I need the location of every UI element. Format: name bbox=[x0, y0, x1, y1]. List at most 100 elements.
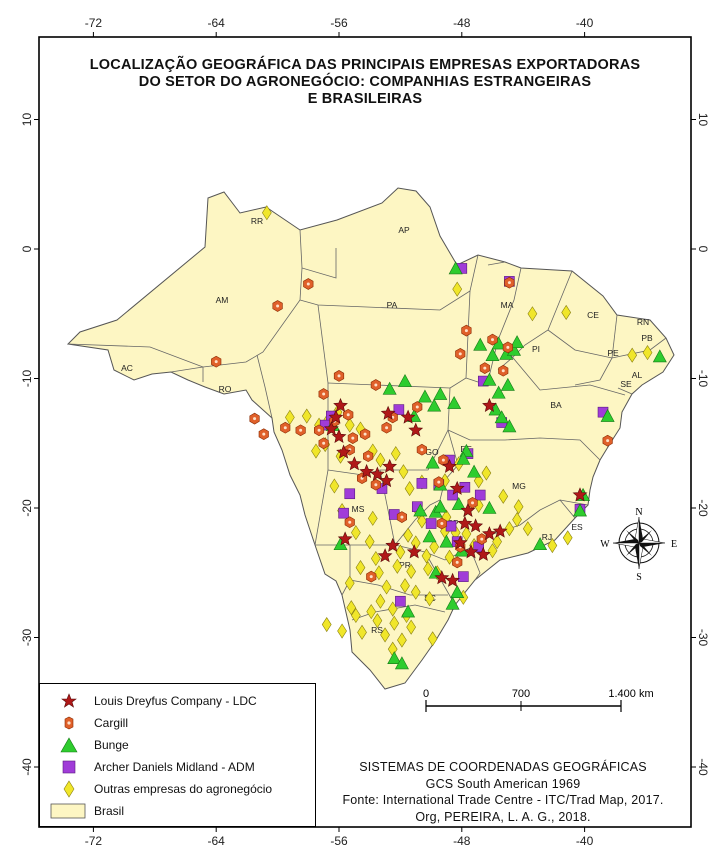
marker-other bbox=[372, 613, 383, 629]
marker-bunge bbox=[394, 656, 409, 670]
latitude-tick-label-left: -10 bbox=[20, 370, 34, 388]
marker-other bbox=[492, 534, 502, 550]
marker-adm bbox=[338, 507, 349, 519]
marker-ldc bbox=[333, 397, 348, 413]
marker-ldc bbox=[377, 548, 393, 563]
marker-cargill-center bbox=[276, 304, 280, 308]
scale-end-label: 1.400 km bbox=[608, 688, 653, 700]
marker-bunge bbox=[387, 651, 402, 665]
marker-bunge bbox=[427, 398, 442, 412]
marker-other bbox=[561, 304, 572, 321]
longitude-tick-label-top: -56 bbox=[330, 16, 348, 30]
marker-ldc bbox=[460, 502, 476, 517]
marker-other bbox=[375, 452, 386, 468]
marker-other bbox=[403, 527, 413, 543]
marker-other bbox=[424, 591, 435, 607]
credits: SISTEMAS DE COORDENADAS GEOGRÁFICAS GCS … bbox=[316, 759, 690, 825]
latitude-tick-label-right: 10 bbox=[696, 113, 710, 127]
marker-cargill-center bbox=[262, 432, 266, 436]
marker-cargill-center bbox=[337, 374, 341, 378]
longitude-tick-label-bottom: -64 bbox=[208, 834, 226, 848]
marker-other bbox=[398, 464, 409, 480]
state-label-rn: RN bbox=[637, 317, 649, 327]
map-title: LOCALIZAÇÃO GEOGRÁFICA DAS PRINCIPAIS EM… bbox=[45, 57, 685, 108]
state-label-rr: RR bbox=[251, 216, 263, 226]
legend-item-bunge: Bunge bbox=[40, 736, 315, 754]
marker-other bbox=[387, 601, 398, 617]
marker-other bbox=[452, 281, 463, 297]
marker-adm bbox=[344, 488, 356, 500]
marker-other bbox=[504, 521, 515, 537]
marker-ldc bbox=[408, 422, 424, 437]
marker-bunge bbox=[398, 373, 413, 387]
marker-ldc bbox=[380, 405, 396, 420]
marker-adm bbox=[447, 489, 458, 501]
marker-cargill-center bbox=[501, 369, 505, 373]
hexagon-icon bbox=[64, 716, 74, 730]
latitude-tick-label-left: -20 bbox=[20, 499, 34, 517]
marker-adm bbox=[425, 518, 437, 529]
graticule-ticks: -72 -72 -64 -64 -56 -56 -48 -48 -40 -40 10 10 0 0 -10 -… bbox=[20, 16, 710, 848]
marker-cargill-center bbox=[346, 413, 350, 417]
marker-bunge bbox=[494, 410, 509, 424]
marker-adm bbox=[393, 404, 405, 415]
legend-label-brasil: Brasil bbox=[94, 804, 125, 818]
marker-cargill-center bbox=[369, 575, 373, 579]
legend-item-cargill: Cargill bbox=[40, 714, 315, 732]
marker-bunge bbox=[439, 534, 454, 548]
legend-label-ldc: Louis Dreyfus Company - LDC bbox=[94, 694, 257, 708]
marker-other bbox=[498, 488, 509, 504]
legend-label-bunge: Bunge bbox=[94, 738, 129, 752]
marker-cargill-center bbox=[464, 329, 468, 333]
scale-mid-label: 700 bbox=[512, 688, 530, 700]
state-label-ms: MS bbox=[352, 504, 365, 514]
marker-other bbox=[512, 512, 522, 528]
latitude-tick-label-left: -30 bbox=[20, 629, 34, 647]
marker-ldc bbox=[337, 531, 353, 546]
marker-other bbox=[370, 550, 381, 567]
marker-bunge bbox=[451, 496, 466, 510]
state-label-se: SE bbox=[620, 379, 632, 389]
marker-cargill-center bbox=[322, 441, 326, 445]
marker-bunge bbox=[333, 537, 348, 551]
marker-ldc bbox=[452, 535, 468, 550]
diamond-icon bbox=[63, 780, 75, 798]
credits-line-3: Fonte: International Trade Centre - ITC/… bbox=[342, 793, 664, 807]
marker-other bbox=[389, 615, 400, 631]
marker-other bbox=[404, 481, 415, 497]
marker-bunge bbox=[482, 500, 497, 514]
marker-bunge bbox=[500, 377, 515, 391]
marker-other bbox=[357, 624, 367, 640]
marker-cargill-center bbox=[441, 458, 445, 462]
marker-other bbox=[380, 627, 390, 643]
state-borders bbox=[67, 229, 667, 621]
marker-cargill-center bbox=[420, 448, 424, 452]
marker-cargill-center bbox=[458, 352, 462, 356]
credits-line-4: Org, PEREIRA, L. A. G., 2018. bbox=[415, 809, 591, 824]
square-icon bbox=[62, 760, 76, 774]
marker-bunge bbox=[510, 335, 525, 349]
state-label-pi: PI bbox=[532, 344, 540, 354]
longitude-tick-label-bottom: -72 bbox=[85, 834, 103, 848]
marker-other bbox=[337, 623, 347, 639]
marker-other bbox=[406, 563, 417, 580]
marker-other bbox=[381, 579, 392, 595]
marker-cargill-center bbox=[351, 436, 355, 440]
marker-cargill-center bbox=[214, 360, 218, 364]
marker-other bbox=[421, 548, 432, 564]
marker-other bbox=[627, 347, 638, 363]
compass-rose: N S E W bbox=[600, 507, 677, 583]
compass-w-label: W bbox=[600, 539, 610, 550]
marker-ldc bbox=[445, 572, 460, 587]
marker-other bbox=[481, 465, 492, 481]
marker-cargill-center bbox=[374, 383, 378, 387]
latitude-tick-label-right: -10 bbox=[696, 370, 710, 388]
marker-other bbox=[390, 446, 401, 462]
marker-ldc bbox=[449, 480, 465, 495]
state-label-ce: CE bbox=[587, 310, 599, 320]
marker-other bbox=[406, 619, 417, 635]
marker-other bbox=[642, 345, 653, 361]
marker-cargill-center bbox=[400, 515, 404, 519]
credits-line-1: SISTEMAS DE COORDENADAS GEOGRÁFICAS bbox=[359, 760, 647, 774]
map-title-line-2: DO SETOR DO AGRONEGÓCIO: COMPANHIAS ESTR… bbox=[138, 74, 592, 90]
